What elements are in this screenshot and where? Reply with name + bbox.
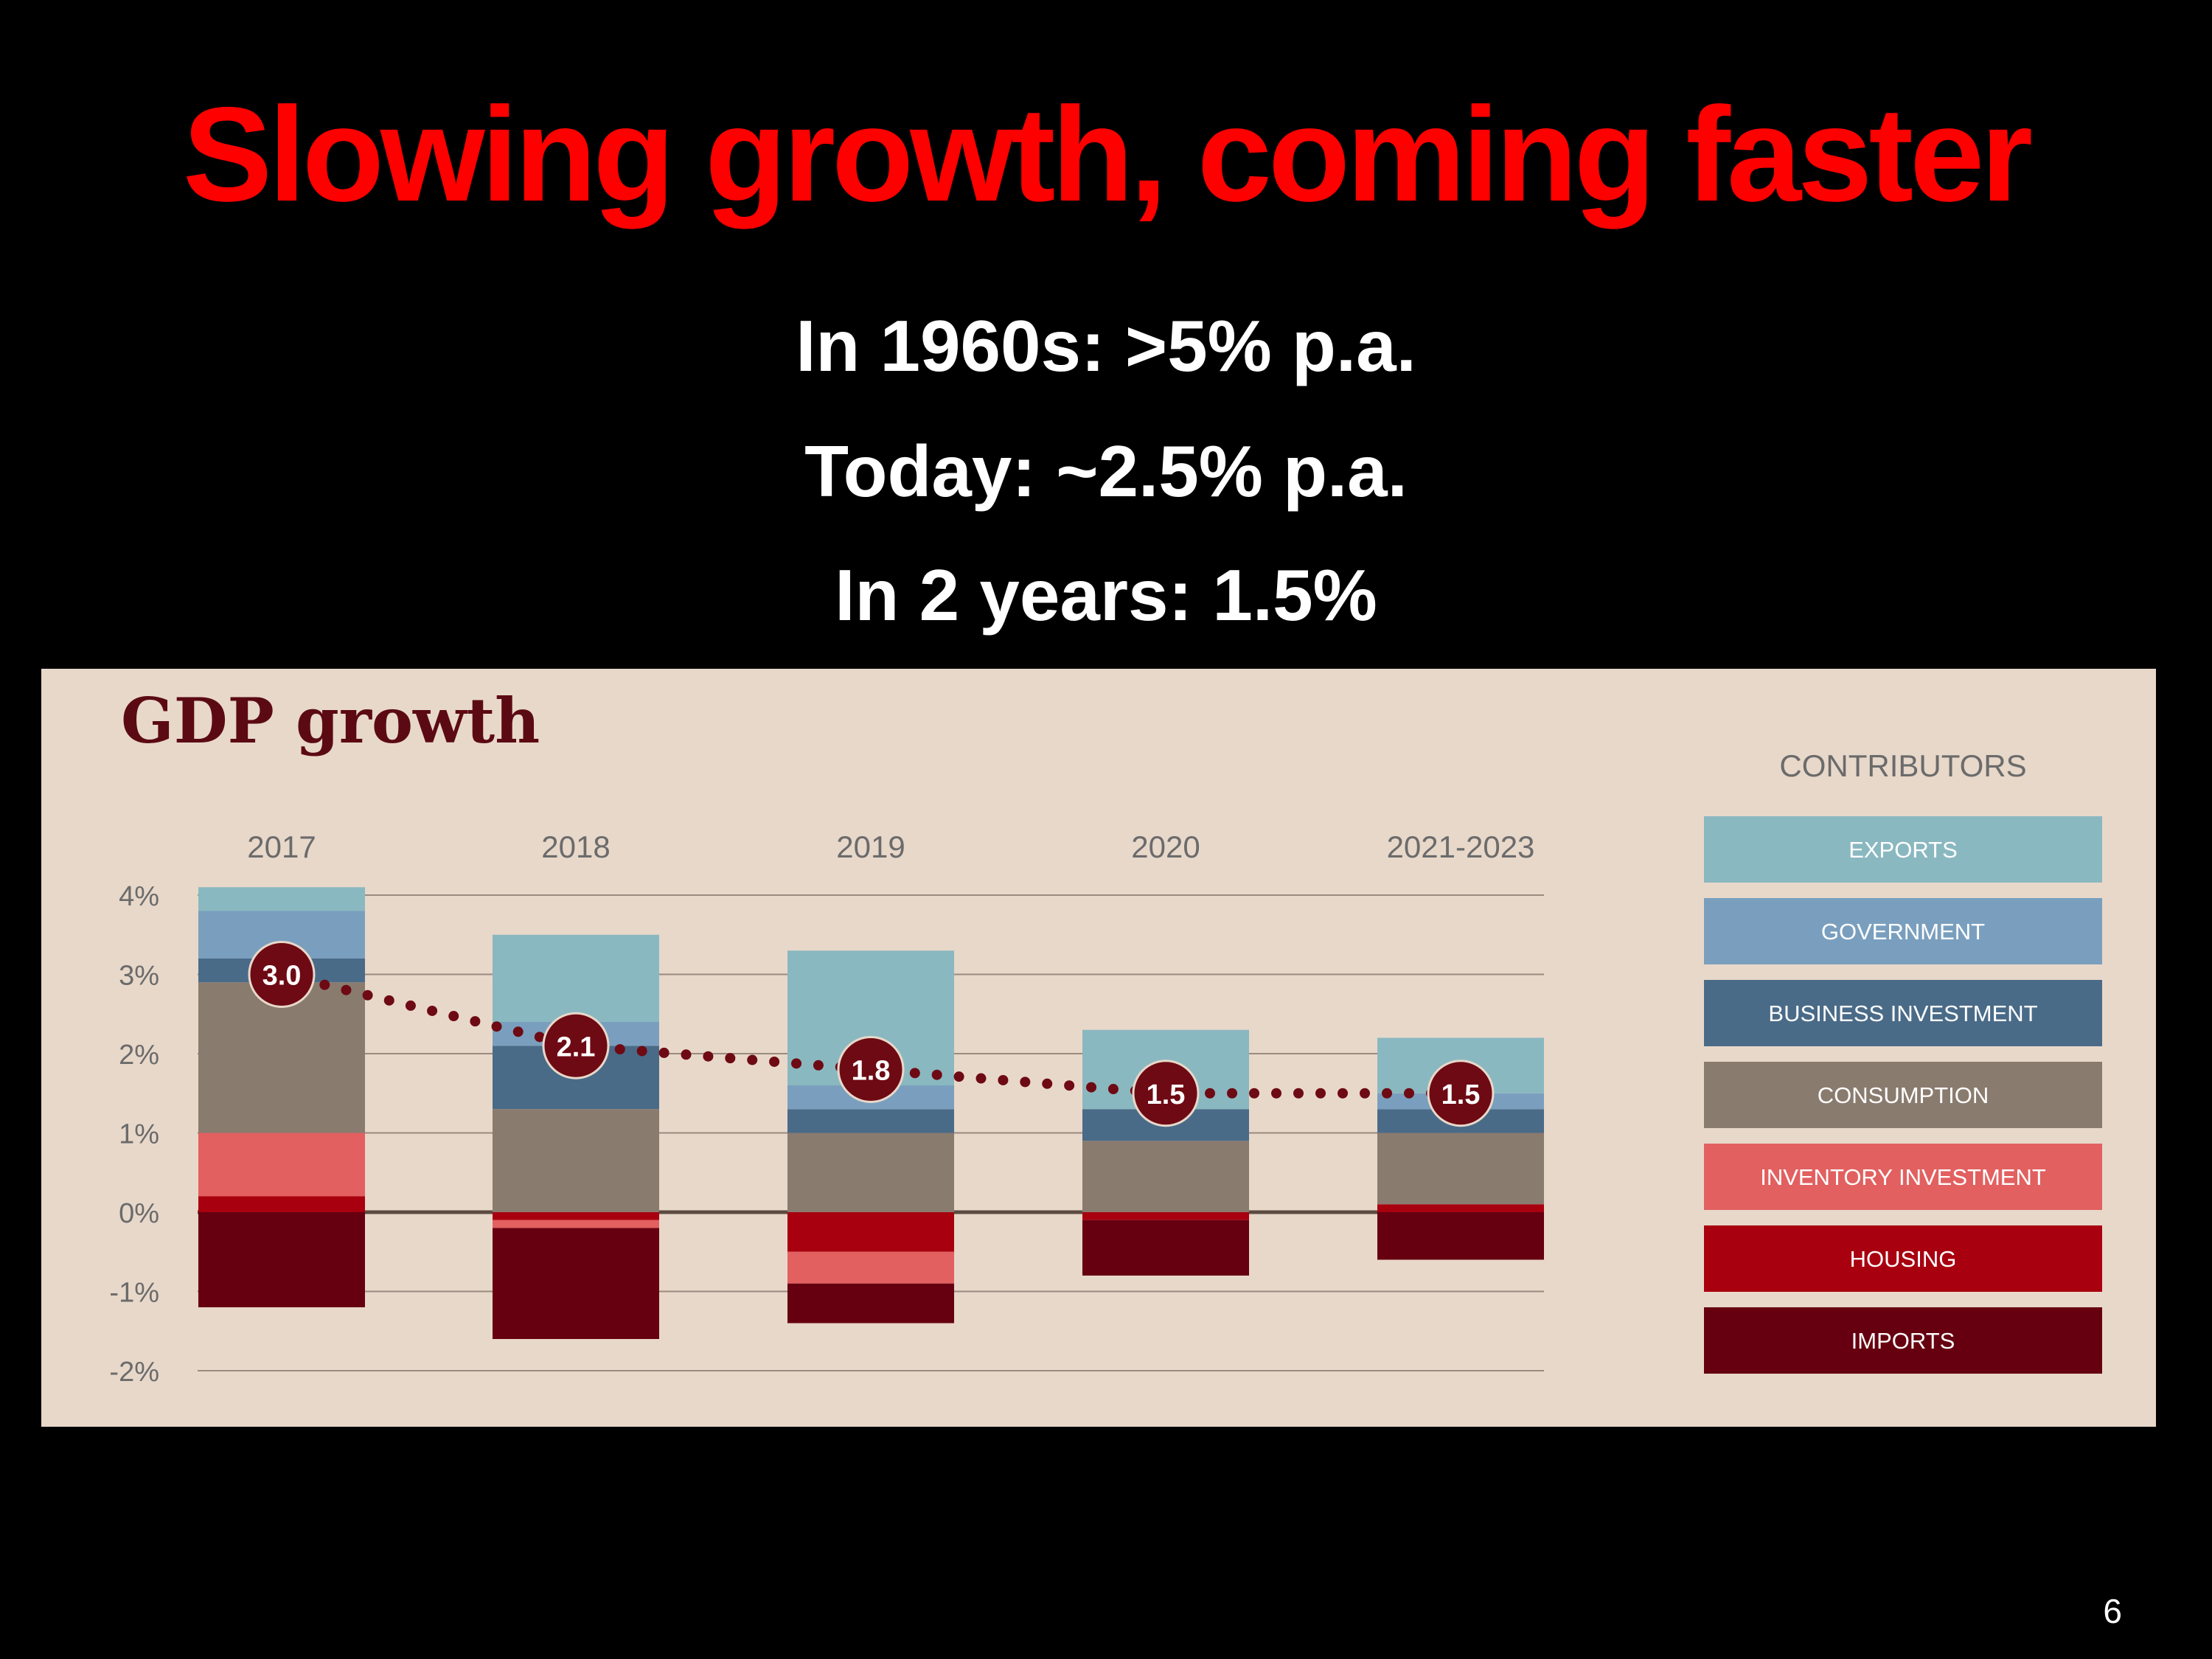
legend-label: HOUSING	[1850, 1246, 1957, 1272]
gdp-growth-chart-panel: GDP growth 4% 3% 2% 1% 0% -1% -2% 2017 2018 2019 20…	[41, 669, 2156, 1427]
bar-segment-inventory-investment	[493, 1220, 659, 1228]
category-label: 2019	[836, 830, 905, 864]
bullet-1960s: In 1960s: >5% p.a.	[796, 305, 1416, 386]
legend-label: CONSUMPTION	[1818, 1082, 1989, 1108]
bar-segment-imports	[493, 1228, 659, 1339]
legend-label: INVENTORY INVESTMENT	[1760, 1164, 2046, 1190]
y-tick-label: -1%	[109, 1278, 159, 1309]
bar-segment-housing	[493, 1212, 659, 1220]
growth-marker	[1427, 1060, 1495, 1127]
category-label: 2018	[541, 830, 610, 864]
bullet-two-years: In 2 years: 1.5%	[835, 554, 1377, 636]
bar-segment-housing	[1377, 1204, 1544, 1212]
y-tick-label: 1%	[119, 1119, 159, 1150]
chart-title: GDP growth	[121, 684, 540, 757]
y-tick-label: -2%	[109, 1357, 159, 1388]
bar-segment-exports	[493, 934, 659, 1022]
bar-segment-inventory-investment	[787, 1251, 954, 1284]
bar-segment-consumption	[1082, 1141, 1249, 1212]
growth-trend-line	[866, 1064, 1171, 1099]
gdp-growth-chart: GDP growth 4% 3% 2% 1% 0% -1% -2% 2017 2018 2019 20…	[109, 684, 2102, 1388]
bar-segment-imports	[1377, 1212, 1544, 1260]
legend-swatch-government	[1704, 898, 2102, 964]
y-tick-label: 3%	[119, 961, 159, 992]
bar-segment-consumption	[493, 1109, 659, 1212]
y-tick-label: 0%	[119, 1198, 159, 1229]
growth-marker	[837, 1036, 905, 1103]
legend-swatch-consumption	[1704, 1062, 2102, 1128]
legend-label: EXPORTS	[1848, 837, 1958, 863]
bar-segment-imports	[1082, 1220, 1249, 1276]
legend-swatch-inventory-investment	[1704, 1144, 2102, 1210]
category-label: 2021-2023	[1387, 830, 1535, 864]
growth-marker	[542, 1012, 610, 1079]
growth-marker-label: 1.8	[852, 1056, 891, 1087]
growth-marker-label: 1.5	[1147, 1079, 1186, 1110]
bar-segment-business-investment	[787, 1109, 954, 1133]
y-tick-label: 2%	[119, 1040, 159, 1071]
growth-marker	[1132, 1060, 1200, 1127]
bar-segment-housing	[787, 1212, 954, 1252]
bar-segment-consumption	[787, 1133, 954, 1212]
growth-marker-label: 2.1	[557, 1032, 596, 1062]
legend-swatch-imports	[1704, 1307, 2102, 1374]
bullet-today: Today: ~2.5% p.a.	[804, 431, 1408, 512]
legend-label: GOVERNMENT	[1821, 919, 1985, 945]
bar-segment-imports	[198, 1212, 365, 1307]
legend-label: IMPORTS	[1851, 1328, 1955, 1354]
legend-swatch-exports	[1704, 816, 2102, 883]
bar-segment-consumption	[1377, 1133, 1544, 1205]
bar-segment-housing	[1082, 1212, 1249, 1220]
bar-segment-housing	[198, 1196, 365, 1212]
legend-label: BUSINESS INVESTMENT	[1768, 1001, 2037, 1026]
growth-marker-label: 1.5	[1441, 1079, 1481, 1110]
legend-swatch-business-investment	[1704, 980, 2102, 1046]
bar-segment-imports	[787, 1283, 954, 1324]
legend-swatch-housing	[1704, 1225, 2102, 1292]
slide-title: Slowing growth, coming faster	[182, 79, 2033, 229]
page-number: 6	[2103, 1592, 2122, 1630]
bar-segment-exports	[198, 887, 365, 911]
growth-trend-line	[276, 969, 581, 1051]
growth-trend-line	[571, 1040, 876, 1075]
category-label: 2017	[247, 830, 316, 864]
bar-segment-inventory-investment	[198, 1133, 365, 1197]
category-label: 2020	[1131, 830, 1200, 864]
y-tick-label: 4%	[119, 881, 159, 912]
growth-marker-label: 3.0	[262, 961, 302, 992]
legend-title: CONTRIBUTORS	[1779, 748, 2026, 783]
growth-marker	[248, 941, 316, 1008]
